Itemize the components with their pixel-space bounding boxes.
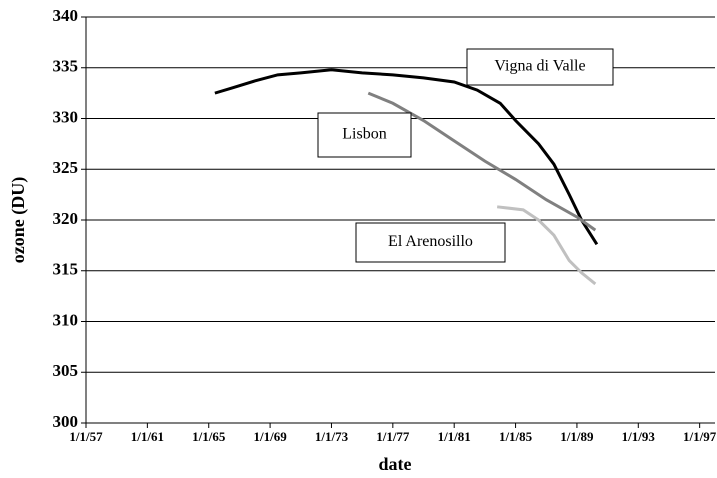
x-tick-label: 1/1/61 [131,429,164,444]
x-tick-label: 1/1/77 [376,429,410,444]
y-tick-label: 330 [53,107,79,126]
x-axis-label: date [379,454,412,474]
y-tick-label: 320 [53,209,79,228]
y-tick-label: 300 [53,412,79,431]
annotation: Vigna di Valle [494,58,585,75]
line [214,68,599,246]
x-tick-label: 1/1/81 [438,429,471,444]
annotation: Lisbon [342,126,386,143]
y-tick-label: 335 [53,57,79,76]
x-tick-label: 1/1/69 [253,429,287,444]
x-tick-label: 1/1/89 [560,429,594,444]
y-tick-label: 325 [53,158,79,177]
x-tick-label: 1/1/85 [499,429,533,444]
annotation-box [355,222,506,263]
y-tick-label: 315 [53,260,79,279]
line [367,91,597,232]
annotation: El Arenosillo [388,233,473,250]
y-tick-label: 305 [53,361,79,380]
x-tick-label: 1/1/97 [683,429,717,444]
annotation-box [466,48,614,86]
x-tick-label: 1/1/73 [315,429,349,444]
y-tick-label: 340 [53,6,79,25]
x-tick-label: 1/1/57 [69,429,103,444]
x-tick-label: 1/1/93 [622,429,656,444]
annotation-box [317,112,412,158]
x-tick-label: 1/1/65 [192,429,226,444]
line [496,205,597,286]
y-tick-label: 310 [53,310,79,329]
y-axis-label: ozone (DU) [8,177,29,263]
